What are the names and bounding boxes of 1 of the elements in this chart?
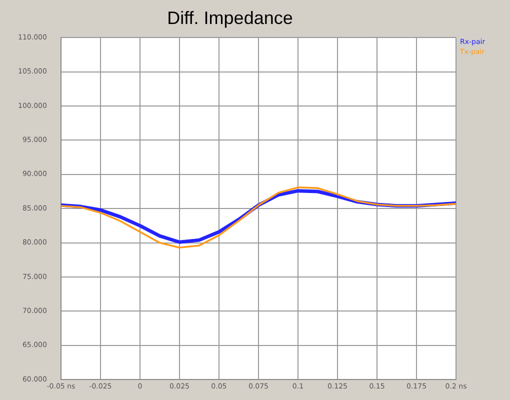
- chart-title: Diff. Impedance: [167, 8, 293, 28]
